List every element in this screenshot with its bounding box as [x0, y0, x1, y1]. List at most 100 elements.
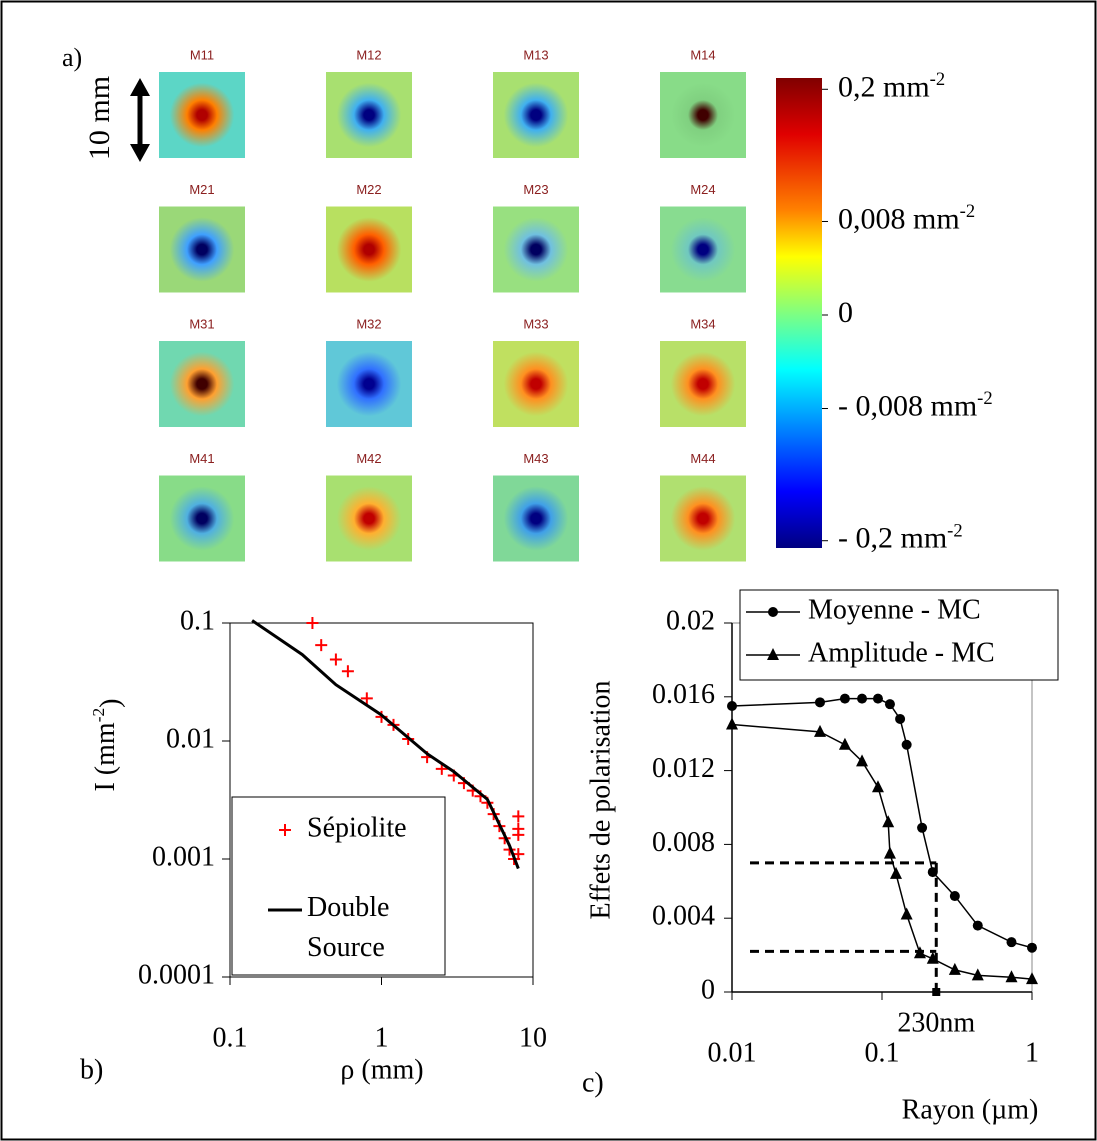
circle-marker [839, 693, 850, 704]
triangle-marker [726, 717, 738, 730]
plus-marker [512, 810, 525, 823]
legend-label: Amplitude - MC [808, 637, 995, 668]
matrix-image-core [326, 72, 412, 158]
triangle-marker [856, 754, 869, 767]
triangle-marker [882, 815, 895, 828]
colorbar-label-sup: -2 [947, 521, 963, 542]
plus-marker [279, 824, 291, 836]
matrix-image-core [660, 72, 746, 158]
triangle-marker [871, 780, 884, 793]
triangle-marker [883, 846, 896, 859]
colorbar [776, 78, 822, 548]
legend-box [739, 589, 1059, 681]
colorbar-label-part: 0,008 mm [838, 202, 960, 235]
triangle-marker [900, 907, 913, 920]
y-axis-label-sup: -2 [89, 708, 108, 722]
legend-box [231, 796, 446, 976]
matrix-image-core [493, 341, 579, 427]
panel-title: M13 [523, 47, 548, 62]
triangle-marker [926, 951, 939, 964]
plus-marker [329, 653, 342, 666]
x-tick-label: 1 [375, 1022, 389, 1053]
y-tick-label: 0.004 [652, 901, 715, 932]
y-tick-label: 0.016 [652, 679, 715, 710]
panel-title: M11 [190, 47, 214, 62]
panel-title: M23 [523, 182, 548, 197]
circle-marker [895, 713, 906, 724]
matrix-image-core [660, 341, 746, 427]
colorbar-label: - 0,008 mm-2 [838, 388, 993, 422]
annotation: 230nm [897, 1007, 975, 1038]
panel-title: M21 [189, 182, 214, 197]
panel-title: M22 [356, 182, 381, 197]
circle-marker [872, 693, 883, 704]
colorbar-label: 0 [838, 296, 853, 329]
colorbar-label-sup: -2 [960, 201, 976, 222]
triangle-marker [813, 724, 826, 737]
colorbar-label-part: - 0,008 mm [838, 389, 977, 422]
y-tick-label: 0.1 [180, 605, 215, 636]
scale-label: 10 mm [83, 76, 116, 160]
legend-label-line: Double [307, 892, 396, 923]
plus-marker [360, 692, 373, 705]
y-axis-label: Effets de polarisation [585, 681, 616, 920]
circle-marker [917, 822, 928, 833]
x-tick-label: 1 [1025, 1037, 1039, 1068]
matrix-image-core [326, 341, 412, 427]
x-tick-label: 0.01 [708, 1037, 757, 1068]
colorbar-label-sup: -2 [977, 388, 993, 409]
y-tick-label: 0.012 [652, 753, 715, 784]
panel-title: M31 [189, 316, 214, 331]
panel-title: M33 [523, 316, 548, 331]
circle-marker [768, 607, 778, 617]
matrix-image-core [159, 475, 245, 562]
x-tick-label: 0.1 [213, 1022, 248, 1053]
panel-title: M14 [690, 47, 715, 62]
x-tick-label: 10 [519, 1022, 547, 1053]
triangle-marker [767, 648, 779, 660]
series-line [251, 619, 520, 870]
circle-marker [927, 867, 938, 878]
panel-label: b) [80, 1054, 103, 1085]
panel-title: M32 [356, 316, 381, 331]
colorbar-label: 0,008 mm-2 [838, 201, 975, 235]
reference-foot [932, 988, 941, 996]
circle-marker [949, 891, 960, 902]
circle-marker [727, 701, 737, 712]
plus-marker [512, 822, 525, 835]
y-axis-label-part: ) [95, 698, 126, 707]
legend-label: Moyenne - MC [808, 594, 981, 625]
y-tick-label: 0.008 [652, 827, 715, 858]
legend-label: Double Source [307, 892, 396, 963]
matrix-image-core [159, 206, 245, 293]
y-tick-label: 0.02 [666, 605, 715, 636]
matrix-image-core [493, 206, 579, 293]
colorbar-label-part: - 0,2 mm [838, 522, 947, 555]
colorbar-label: - 0,2 mm-2 [838, 521, 963, 555]
circle-marker [1027, 942, 1037, 953]
scale-arrow-head [130, 78, 150, 162]
y-tick-label: 0.01 [166, 723, 215, 754]
matrix-image-core [493, 72, 579, 158]
triangle-marker [1026, 972, 1038, 985]
plus-marker [315, 639, 328, 652]
colorbar-label-sup: -2 [930, 69, 946, 90]
legend-label-line: Source [307, 932, 385, 963]
circle-marker [972, 920, 983, 931]
circle-marker [901, 739, 912, 750]
panel-title: M24 [690, 182, 715, 197]
matrix-image-core [326, 206, 412, 293]
triangle-marker [948, 962, 961, 975]
panel-label: c) [582, 1067, 604, 1098]
matrix-image-core [660, 206, 746, 293]
triangle-marker [1005, 970, 1018, 983]
panel-title: M42 [356, 451, 381, 466]
matrix-image-core [326, 475, 412, 562]
circle-marker [884, 699, 895, 710]
y-tick-label: 0 [701, 974, 715, 1005]
x-tick-label: 0.1 [865, 1037, 900, 1068]
colorbar-label-part: 0,2 mm [838, 70, 930, 103]
matrix-image-core [159, 72, 245, 158]
